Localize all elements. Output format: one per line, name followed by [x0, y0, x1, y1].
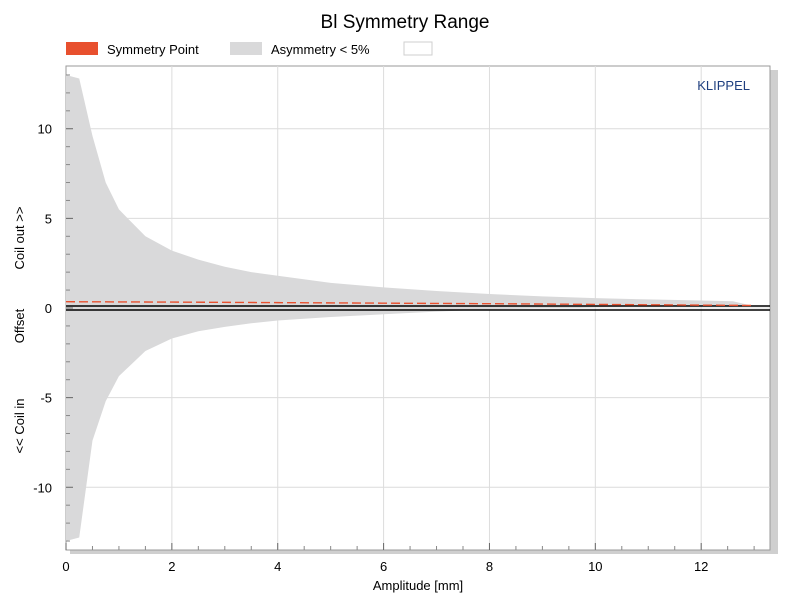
- x-tick-label: 12: [694, 559, 708, 574]
- y-axis-label: << Coil in Offset Coil out >>: [12, 207, 27, 454]
- y-tick-label: -10: [33, 480, 52, 495]
- x-axis-label: Amplitude [mm]: [373, 578, 463, 593]
- x-tick-label: 8: [486, 559, 493, 574]
- y-axis-label-coil-out: Coil out >>: [12, 207, 27, 270]
- klippel-logo: KLIPPEL: [697, 78, 750, 93]
- legend-swatch-symmetry-point: [66, 42, 98, 55]
- x-tick-label: 10: [588, 559, 602, 574]
- y-axis-label-coil-in: << Coil in: [12, 399, 27, 454]
- x-axis: 0 2 4 6 8 10 12: [62, 543, 755, 574]
- legend-label-symmetry-point: Symmetry Point: [107, 42, 199, 57]
- x-tick-label: 4: [274, 559, 281, 574]
- y-tick-label: 10: [38, 122, 52, 137]
- x-tick-label: 2: [168, 559, 175, 574]
- symmetry-point-line: [65, 301, 755, 307]
- y-axis-label-offset: Offset: [12, 308, 27, 343]
- legend-label-asymmetry: Asymmetry < 5%: [271, 42, 370, 57]
- x-tick-label: 0: [62, 559, 69, 574]
- x-tick-label: 6: [380, 559, 387, 574]
- y-axis: -10 -5 0 5 10: [33, 74, 73, 542]
- chart-title: Bl Symmetry Range: [321, 12, 490, 33]
- legend-swatch-empty: [403, 41, 433, 56]
- y-tick-label: -5: [40, 391, 52, 406]
- legend: Symmetry Point Asymmetry < 5%: [66, 41, 433, 57]
- series-layer: [65, 74, 770, 542]
- grid: [66, 66, 770, 550]
- y-tick-label: 5: [45, 211, 52, 226]
- asymmetry-band: [66, 74, 755, 542]
- legend-swatch-asymmetry: [230, 42, 262, 55]
- y-tick-label: 0: [45, 301, 52, 316]
